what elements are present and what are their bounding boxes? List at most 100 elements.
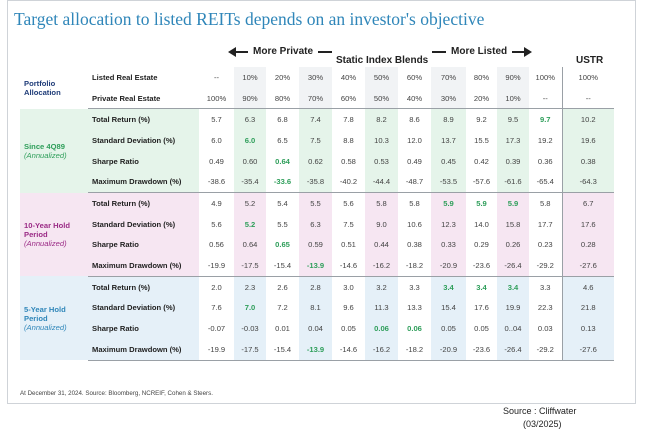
table-cell: 0.44 bbox=[365, 234, 398, 256]
section-subtitle: (Annualized) bbox=[24, 150, 67, 160]
table-cell: 100% bbox=[535, 72, 555, 82]
table-row: Maximum Drawdown (%) -19.9 -17.5 -15.4 -13.9… bbox=[20, 255, 614, 277]
table-cell: 6.7 bbox=[561, 192, 614, 214]
table-cell: 50% bbox=[365, 87, 398, 110]
row-label: Maximum Drawdown (%) bbox=[88, 171, 199, 194]
row-label: Standard Deviation (%) bbox=[88, 213, 199, 235]
table-cell: 2.3 bbox=[234, 276, 266, 298]
table-cell: 19.6 bbox=[561, 130, 614, 151]
arrow-right-icon bbox=[524, 47, 532, 57]
table-cell: 3.4 bbox=[497, 276, 529, 298]
table-cell: 2.6 bbox=[266, 276, 299, 298]
row-label: Total Return (%) bbox=[88, 108, 199, 131]
row-label: Standard Deviation (%) bbox=[88, 130, 199, 151]
table-cell: 70% bbox=[299, 87, 332, 110]
table-cell: 10.3 bbox=[365, 130, 398, 151]
table-row: 10-Year Hold Period (Annualized) Total Ret… bbox=[20, 192, 614, 277]
table-cell: 0.03 bbox=[529, 318, 562, 339]
table-cell: -- bbox=[213, 72, 220, 82]
table-cell: 8.1 bbox=[299, 297, 332, 319]
table-cell: 10.2 bbox=[561, 108, 614, 131]
table-row: Sharpe Ratio 0.56 0.64 0.65 0.59 0.51 0.44 0.38… bbox=[20, 234, 614, 256]
table-row: Standard Deviation (%) 5.6 5.2 5.5 6.3 7.5 9.0… bbox=[20, 213, 614, 235]
table-cell: 100% bbox=[561, 67, 614, 88]
table-cell: 6.8 bbox=[266, 108, 299, 131]
table-cell: 0.38 bbox=[398, 234, 431, 256]
table-cell: 9.2 bbox=[466, 108, 497, 131]
table-cell: -57.6 bbox=[466, 171, 497, 194]
table-cell: 14.0 bbox=[466, 213, 497, 235]
table-row: Since 4Q89 (Annualized) Total Return (%) 5.… bbox=[20, 108, 614, 193]
table-cell: 10.6 bbox=[398, 213, 431, 235]
table-cell: 17.6 bbox=[466, 297, 497, 319]
table-cell: 3.4 bbox=[466, 276, 497, 298]
row-label: Standard Deviation (%) bbox=[88, 297, 199, 319]
arrow-right-tail bbox=[432, 51, 446, 53]
row-label: Sharpe Ratio bbox=[88, 150, 199, 172]
table-cell: 5.9 bbox=[497, 192, 529, 214]
table-row: Standard Deviation (%) 6.0 6.0 6.5 7.5 8.8 10.… bbox=[20, 130, 614, 151]
table-row: 5-Year Hold Period (Annualized) Total Retu… bbox=[20, 276, 614, 361]
more-listed-label: More Listed bbox=[451, 46, 508, 57]
table-cell: -15.4 bbox=[266, 255, 299, 277]
table-cell: 0.62 bbox=[299, 150, 332, 172]
table-cell: 9.0 bbox=[365, 213, 398, 235]
source-date: (03/2025) bbox=[523, 419, 562, 429]
table-cell: 17.7 bbox=[529, 213, 562, 235]
table-cell: 6.5 bbox=[266, 130, 299, 151]
table-cell: 5.8 bbox=[398, 192, 431, 214]
table-cell: 19.2 bbox=[529, 130, 562, 151]
table-cell: 5.6 bbox=[199, 213, 234, 235]
table-cell: -20.9 bbox=[431, 255, 466, 277]
table-cell: 0.64 bbox=[266, 150, 299, 172]
table-cell: 3.3 bbox=[398, 276, 431, 298]
table-cell: 7.2 bbox=[266, 297, 299, 319]
table-cell: 2.0 bbox=[199, 276, 234, 298]
table-cell: 7.5 bbox=[332, 213, 365, 235]
table-cell: 12.0 bbox=[398, 130, 431, 151]
source-credit: Source : Cliffwater bbox=[503, 406, 577, 416]
table-cell: 6.0 bbox=[234, 130, 266, 151]
table-cell: 9.7 bbox=[529, 108, 562, 131]
table-row: Sharpe Ratio 0.49 0.60 0.64 0.62 0.58 0.53 0.49… bbox=[20, 150, 614, 172]
table-cell: 0.05 bbox=[332, 318, 365, 339]
table-cell: 4.9 bbox=[199, 192, 234, 214]
table-cell: 15.4 bbox=[431, 297, 466, 319]
table-cell: 15.5 bbox=[466, 130, 497, 151]
table-cell: -33.6 bbox=[266, 171, 299, 194]
table-cell: 0.05 bbox=[466, 318, 497, 339]
arrow-left-tail bbox=[318, 51, 332, 53]
row-label: Total Return (%) bbox=[88, 276, 199, 298]
table-cell: 9.6 bbox=[332, 297, 365, 319]
figure-title: Target allocation to listed REITs depend… bbox=[14, 9, 485, 29]
table-row: Sharpe Ratio -0.07 -0.03 0.01 0.04 0.05 0.06 0.… bbox=[20, 318, 614, 339]
table-cell: 0..04 bbox=[497, 318, 529, 339]
table-cell: 80% bbox=[266, 87, 299, 110]
table-row: Portfolio Allocation Listed Real Estate --… bbox=[20, 67, 614, 97]
table-cell: 0.53 bbox=[365, 150, 398, 172]
table-row: Maximum Drawdown (%) -19.9 -17.5 -15.4 -13.9… bbox=[20, 338, 614, 361]
section-title: 5-Year Hold Period bbox=[24, 304, 66, 323]
table-cell: 0.58 bbox=[332, 150, 365, 172]
table-cell: 100% bbox=[199, 87, 234, 110]
table-cell: 3.3 bbox=[529, 276, 562, 298]
table-cell: 0.42 bbox=[466, 150, 497, 172]
static-index-blends-label: Static Index Blends bbox=[336, 55, 429, 66]
table-cell: -27.6 bbox=[561, 338, 614, 361]
table-cell: 5.5 bbox=[266, 213, 299, 235]
row-label: Private Real Estate bbox=[88, 87, 199, 110]
table-cell: 5.2 bbox=[234, 192, 266, 214]
table-cell: 0.39 bbox=[497, 150, 529, 172]
table-cell: 20% bbox=[274, 72, 291, 82]
table-cell: 0.65 bbox=[266, 234, 299, 256]
table-cell: -64.3 bbox=[561, 171, 614, 194]
table-cell: 0.29 bbox=[466, 234, 497, 256]
row-label: Maximum Drawdown (%) bbox=[88, 338, 199, 361]
table-cell: -20.9 bbox=[431, 338, 466, 361]
table-cell: 20% bbox=[466, 87, 497, 110]
table-cell: 80% bbox=[473, 72, 490, 82]
table-cell: 2.8 bbox=[299, 276, 332, 298]
table-cell: 7.4 bbox=[299, 108, 332, 131]
table-cell: 10% bbox=[234, 67, 266, 88]
more-private-label: More Private bbox=[253, 46, 314, 57]
